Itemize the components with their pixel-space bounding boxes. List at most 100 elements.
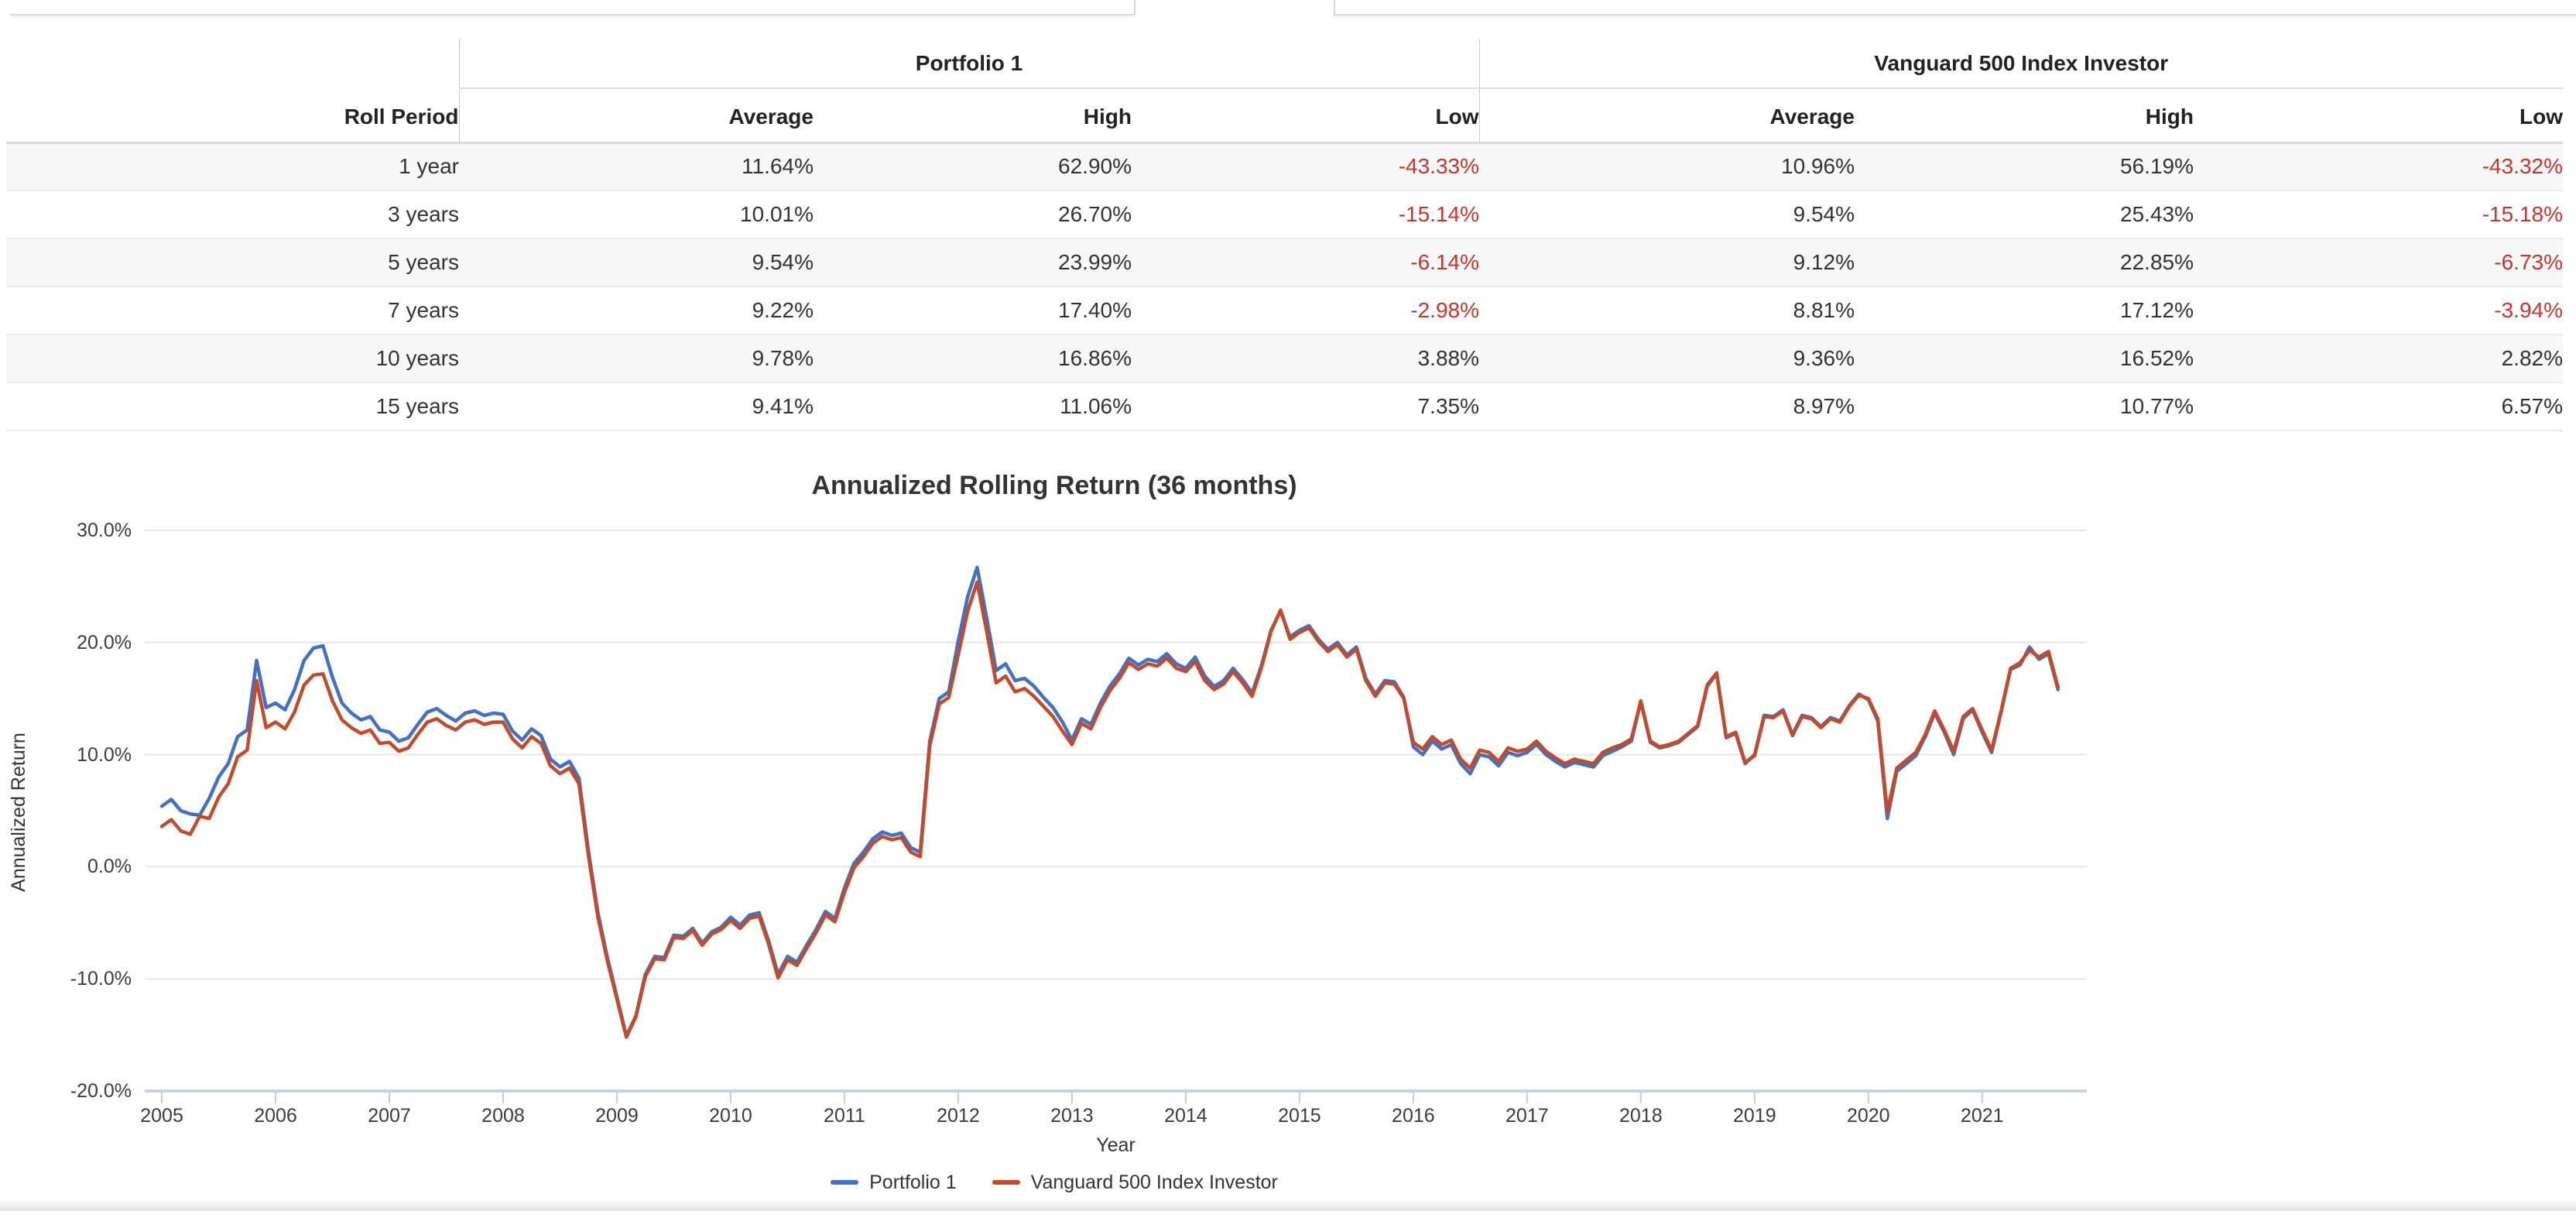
- cell-p1-average: 9.54%: [752, 250, 814, 274]
- cell-v-high: 10.77%: [2120, 394, 2194, 418]
- x-tick-label: 2018: [1619, 1105, 1663, 1127]
- cell-v-low: -6.73%: [2494, 250, 2563, 274]
- cell-p1-low: -43.33%: [1398, 154, 1479, 179]
- table-row: 5 years 9.54% 23.99% -6.14% 9.12% 22.85%…: [6, 238, 2563, 286]
- group-header-vanguard: Vanguard 500 Index Investor: [1478, 39, 2563, 89]
- tab-bar-border-right-segment: [1334, 14, 2576, 19]
- cell-period: 1 year: [399, 154, 459, 179]
- cell-p1-low: -15.14%: [1398, 202, 1479, 226]
- col-header-p1-low: Low: [1435, 104, 1479, 129]
- cell-p1-average: 9.78%: [752, 346, 814, 370]
- cell-v-average: 10.96%: [1781, 154, 1855, 179]
- cell-v-average: 9.12%: [1793, 250, 1855, 274]
- cell-v-average: 8.97%: [1793, 394, 1855, 418]
- table-row: 10 years 9.78% 16.86% 3.88% 9.36% 16.52%…: [6, 334, 2563, 383]
- cell-p1-high: 17.40%: [1058, 298, 1132, 322]
- x-tick-label: 2013: [1050, 1105, 1094, 1127]
- x-tick-label: 2019: [1732, 1105, 1776, 1127]
- cell-v-low: -43.32%: [2482, 154, 2563, 179]
- cell-p1-average: 10.01%: [740, 202, 814, 226]
- active-tab-right-edge: [1334, 0, 1335, 15]
- cell-p1-high: 16.86%: [1058, 346, 1132, 370]
- x-tick-label: 2007: [368, 1105, 411, 1127]
- cell-v-high: 17.12%: [2120, 298, 2194, 322]
- portfolio-1-line-swatch-icon: [831, 1180, 859, 1185]
- table-group-header-row: Portfolio 1 Vanguard 500 Index Investor: [6, 39, 2563, 89]
- cell-p1-low: 7.35%: [1417, 394, 1479, 418]
- table-row: 15 years 9.41% 11.06% 7.35% 8.97% 10.77%…: [6, 383, 2563, 431]
- y-tick-label: -20.0%: [70, 1080, 132, 1102]
- col-header-roll-period: Roll Period: [344, 104, 459, 129]
- cell-v-average: 8.81%: [1793, 298, 1855, 322]
- y-tick-label: 30.0%: [77, 520, 132, 541]
- vanguard-500-line-swatch-icon: [992, 1180, 1020, 1185]
- legend-item-vanguard-500[interactable]: Vanguard 500 Index Investor: [992, 1172, 1278, 1194]
- y-tick-label: 10.0%: [77, 743, 132, 766]
- chart-legend: Portfolio 1 Vanguard 500 Index Investor: [145, 1165, 1964, 1199]
- cell-v-high: 22.85%: [2120, 250, 2194, 274]
- cell-period: 10 years: [375, 346, 459, 370]
- x-tick-label: 2009: [595, 1105, 639, 1127]
- cell-p1-low: -6.14%: [1410, 250, 1479, 274]
- cell-v-high: 16.52%: [2120, 346, 2194, 370]
- chart-title: Annualized Rolling Return (36 months): [811, 471, 1297, 500]
- y-tick-label: 0.0%: [87, 856, 132, 878]
- group-header-portfolio-1: Portfolio 1: [458, 39, 1479, 89]
- active-tab-left-edge: [1134, 0, 1136, 15]
- tab-bar-border-left-segment: [10, 14, 1135, 19]
- series-line-1[interactable]: [159, 580, 2060, 1039]
- table-row: 3 years 10.01% 26.70% -15.14% 9.54% 25.4…: [6, 190, 2563, 238]
- x-tick-label: 2008: [481, 1105, 525, 1127]
- cell-period: 15 years: [375, 394, 459, 418]
- rolling-returns-table: Portfolio 1 Vanguard 500 Index Investor …: [6, 39, 2563, 431]
- cell-p1-average: 11.64%: [742, 154, 814, 179]
- cell-p1-average: 9.22%: [752, 298, 814, 322]
- cell-v-low: 2.82%: [2501, 346, 2563, 370]
- cell-v-average: 9.36%: [1793, 346, 1855, 370]
- table-row: 7 years 9.22% 17.40% -2.98% 8.81% 17.12%…: [6, 286, 2563, 334]
- y-axis-title: Annualized Return: [8, 732, 29, 892]
- cell-period: 5 years: [388, 250, 459, 274]
- tab-bar: [0, 0, 2576, 20]
- x-tick-label: 2011: [824, 1105, 865, 1127]
- series-line-0[interactable]: [159, 565, 2060, 1038]
- cell-v-high: 56.19%: [2120, 154, 2194, 179]
- cell-p1-average: 9.41%: [752, 394, 814, 418]
- col-header-v-low: Low: [2519, 104, 2563, 129]
- x-tick-label: 2014: [1164, 1105, 1208, 1127]
- y-tick-label: 20.0%: [77, 631, 132, 654]
- cell-p1-low: -2.98%: [1410, 298, 1479, 322]
- cell-p1-high: 23.99%: [1058, 250, 1132, 274]
- col-header-v-high: High: [2145, 104, 2194, 129]
- y-tick-label: -10.0%: [70, 968, 132, 990]
- legend-label: Vanguard 500 Index Investor: [1030, 1171, 1278, 1193]
- cell-p1-low: 3.88%: [1417, 346, 1479, 370]
- bottom-fade: [0, 1199, 2576, 1211]
- x-axis-title: Year: [1096, 1134, 1136, 1156]
- cell-v-average: 9.54%: [1793, 202, 1855, 226]
- cell-v-low: 6.57%: [2501, 394, 2563, 418]
- cell-v-high: 25.43%: [2120, 202, 2194, 226]
- x-tick-label: 2020: [1846, 1105, 1890, 1127]
- table-row: 1 year 11.64% 62.90% -43.33% 10.96% 56.1…: [6, 142, 2563, 190]
- col-header-v-average: Average: [1478, 88, 1855, 142]
- cell-p1-high: 62.90%: [1058, 154, 1132, 179]
- x-tick-label: 2012: [937, 1105, 980, 1127]
- x-tick-label: 2017: [1506, 1105, 1549, 1127]
- x-tick-label: 2016: [1392, 1105, 1435, 1127]
- x-tick-label: 2010: [709, 1105, 752, 1127]
- cell-period: 3 years: [388, 202, 459, 226]
- table-column-header-row: Roll Period Average High Low Average Hig…: [6, 88, 2563, 142]
- legend-label: Portfolio 1: [869, 1171, 957, 1193]
- legend-item-portfolio-1[interactable]: Portfolio 1: [831, 1172, 957, 1194]
- x-tick-label: 2006: [254, 1105, 297, 1127]
- active-tab[interactable]: [1136, 0, 1334, 15]
- x-tick-label: 2021: [1960, 1105, 2004, 1127]
- cell-period: 7 years: [388, 298, 459, 322]
- x-tick-label: 2005: [140, 1105, 183, 1127]
- cell-p1-high: 26.70%: [1058, 202, 1132, 226]
- col-header-p1-high: High: [1083, 104, 1132, 129]
- x-tick-label: 2015: [1278, 1105, 1321, 1127]
- cell-v-low: -3.94%: [2494, 298, 2563, 322]
